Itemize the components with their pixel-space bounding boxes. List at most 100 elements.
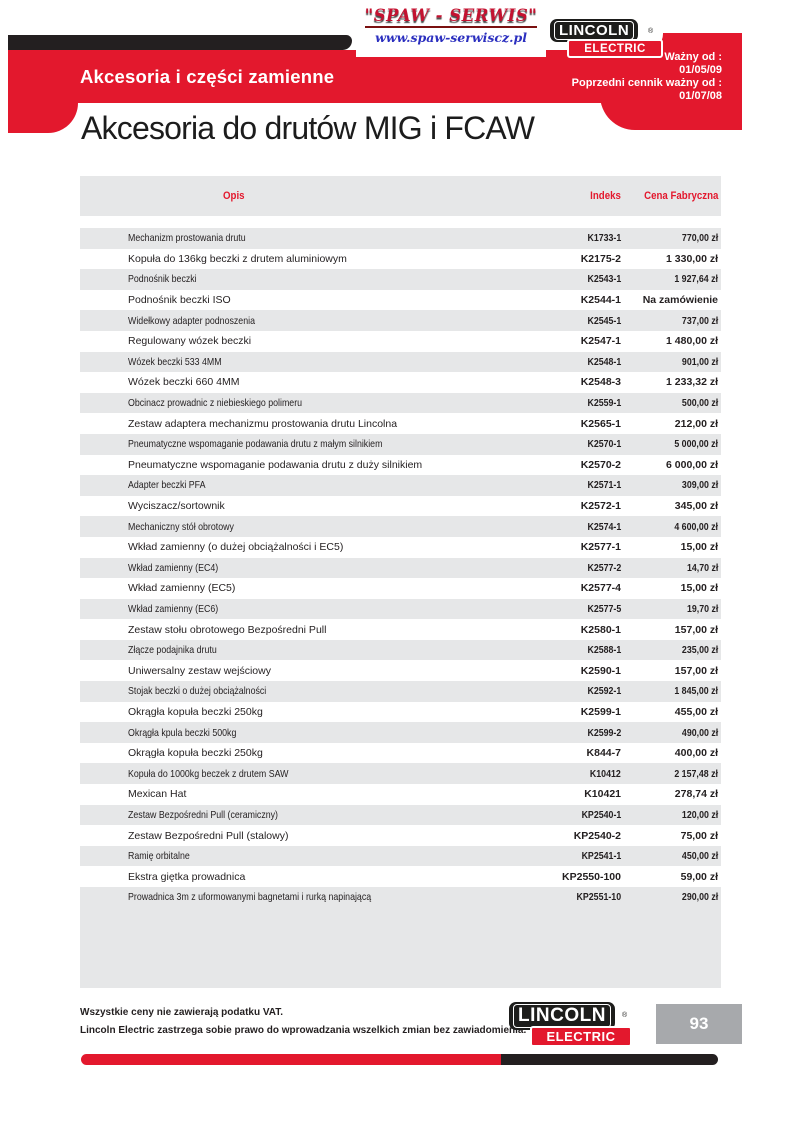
header-red-tab-right [600,95,742,130]
header-red-corner [658,33,742,63]
row-description: Adapter beczki PFA [128,479,206,492]
table-row: Wyciszacz/sortownik K2572-1 345,00 zł [80,496,721,517]
table-row: Prowadnica 3m z uformowanymi bagnetami i… [80,887,721,908]
row-price: 59,00 zł [680,870,718,883]
table-footer-filler [80,907,721,988]
table-header-gap [80,216,721,228]
row-description: Okrągła kpula beczki 500kg [128,726,237,739]
row-description: Okrągła kopuła beczki 250kg [128,747,263,760]
price-table: Opis Indeks Cena Fabryczna Mechanizm pro… [80,176,721,988]
table-row: Stojak beczki o dużej obciążalności K259… [80,681,721,702]
row-price: 235,00 zł [681,644,718,657]
table-row: Kopuła do 136kg beczki z drutem aluminio… [80,249,721,270]
row-description: Wkład zamienny (EC4) [128,561,219,574]
lincoln-logo-footer: LINCOLN [509,1002,615,1030]
row-description: Ekstra giętka prowadnica [128,870,246,883]
row-index: K2570-2 [580,458,621,471]
spaw-serwis-url: www.spaw-serwiscz.pl [375,30,527,45]
row-price: 19,70 zł [686,602,718,615]
row-description: Zestaw Bezpośredni Pull (ceramiczny) [128,808,278,821]
table-row: Zestaw Bezpośredni Pull (ceramiczny) KP2… [80,804,721,826]
row-index: K844-7 [586,747,621,760]
row-index: KP2540-2 [573,829,621,842]
row-price: 1 845,00 zł [674,685,718,698]
row-price: 901,00 zł [681,355,718,368]
row-price: 1 233,32 zł [666,376,718,389]
column-header-opis: Opis [223,190,245,202]
footer-divider-bar [81,1054,718,1065]
row-price: 455,00 zł [674,705,718,718]
table-row: Uniwersalny zestaw wejściowy K2590-1 157… [80,660,721,681]
electric-badge-footer: ELECTRIC [530,1026,632,1047]
row-index: K2547-1 [580,335,621,348]
row-price: 157,00 zł [674,664,718,677]
previous-list-label: Poprzedni cennik ważny od : [571,77,722,89]
table-row: Zestaw stołu obrotowego Bezpośredni Pull… [80,619,721,640]
row-index: K2175-2 [580,252,621,265]
row-description: Pneumatyczne wspomaganie podawania drutu… [128,458,423,471]
disclaimer-note: Lincoln Electric zastrzega sobie prawo d… [80,1025,527,1036]
table-row: Złącze podajnika drutu K2588-1 235,00 zł [80,639,721,661]
table-row: Mexican Hat K10421 278,74 zł [80,784,721,805]
header-red-tab-left [8,95,78,133]
row-index: K2590-1 [580,664,621,677]
table-row: Mechaniczny stół obrotowy K2574-1 4 600,… [80,516,721,537]
row-description: Podnośnik beczki [128,273,197,286]
row-description: Podnośnik beczki ISO [128,294,231,307]
row-price: 1 480,00 zł [666,335,718,348]
table-row: Wkład zamienny (o dużej obciążalności i … [80,537,721,558]
row-index: K2548-3 [580,376,621,389]
table-row: Widełkowy adapter podnoszenia K2545-1 73… [80,310,721,331]
row-description: Zestaw Bezpośredni Pull (stalowy) [128,829,289,842]
table-row: Wkład zamienny (EC4) K2577-2 14,70 zł [80,557,721,579]
row-index: K2599-1 [580,705,621,718]
table-row: Okrągła kopuła beczki 250kg K844-7 400,0… [80,743,721,764]
table-row: Podnośnik beczki ISO K2544-1 Na zamówien… [80,290,721,311]
row-description: Wózek beczki 660 4MM [128,376,240,389]
row-index: K10421 [584,788,621,801]
row-description: Okrągła kopuła beczki 250kg [128,705,263,718]
row-description: Mechanizm prostowania drutu [128,232,246,245]
row-description: Regulowany wózek beczki [128,335,252,348]
row-index: K2570-1 [587,438,621,451]
row-price: Na zamówienie [642,294,718,307]
row-price: 212,00 zł [674,417,718,430]
row-price: 6 000,00 zł [666,458,718,471]
row-index: K2588-1 [587,644,621,657]
table-row: Wózek beczki 660 4MM K2548-3 1 233,32 zł [80,372,721,393]
table-row: Obcinacz prowadnic z niebieskiego polime… [80,392,721,414]
row-index: K2592-1 [587,685,621,698]
table-row: Podnośnik beczki K2543-1 1 927,64 zł [80,269,721,290]
column-header-indeks: Indeks [590,190,621,202]
table-row: Ramię orbitalne KP2541-1 450,00 zł [80,845,721,867]
footer-notes: Wszystkie ceny nie zawierają podatku VAT… [80,1004,526,1040]
row-description: Pneumatyczne wspomaganie podawania drutu… [128,438,383,451]
table-row: Pneumatyczne wspomaganie podawania drutu… [80,433,721,455]
row-description: Wyciszacz/sortownik [128,500,225,513]
spaw-serwis-logo: "SPAW - SERWIS" www.spaw-serwiscz.pl [356,3,546,57]
row-price: 2 157,48 zł [674,767,718,780]
page-number-badge: 93 [656,1004,742,1044]
row-price: 770,00 zł [681,232,718,245]
row-index: K2599-2 [587,726,621,739]
table-row: Okrągła kopuła beczki 250kg K2599-1 455,… [80,702,721,723]
header-black-bar [8,35,352,50]
table-row: Regulowany wózek beczki K2547-1 1 480,00… [80,331,721,352]
row-price: 15,00 zł [680,541,718,554]
row-index: KP2551-10 [576,891,621,904]
previous-list-date: 01/07/08 [679,90,722,102]
row-price: 5 000,00 zł [674,438,718,451]
row-index: K2548-1 [587,355,621,368]
valid-from-date: 01/05/09 [679,64,722,76]
row-price: 500,00 zł [681,397,718,410]
row-price: 490,00 zł [681,726,718,739]
table-header-row: Opis Indeks Cena Fabryczna [80,176,721,216]
vat-note: Wszystkie ceny nie zawierają podatku VAT… [80,1007,284,1018]
row-price: 157,00 zł [674,623,718,636]
row-description: Wkład zamienny (EC5) [128,582,236,595]
row-index: K2559-1 [587,397,621,410]
spaw-serwis-underline [365,26,537,28]
row-index: K2577-4 [580,582,621,595]
row-price: 345,00 zł [674,500,718,513]
row-price: 75,00 zł [680,829,718,842]
